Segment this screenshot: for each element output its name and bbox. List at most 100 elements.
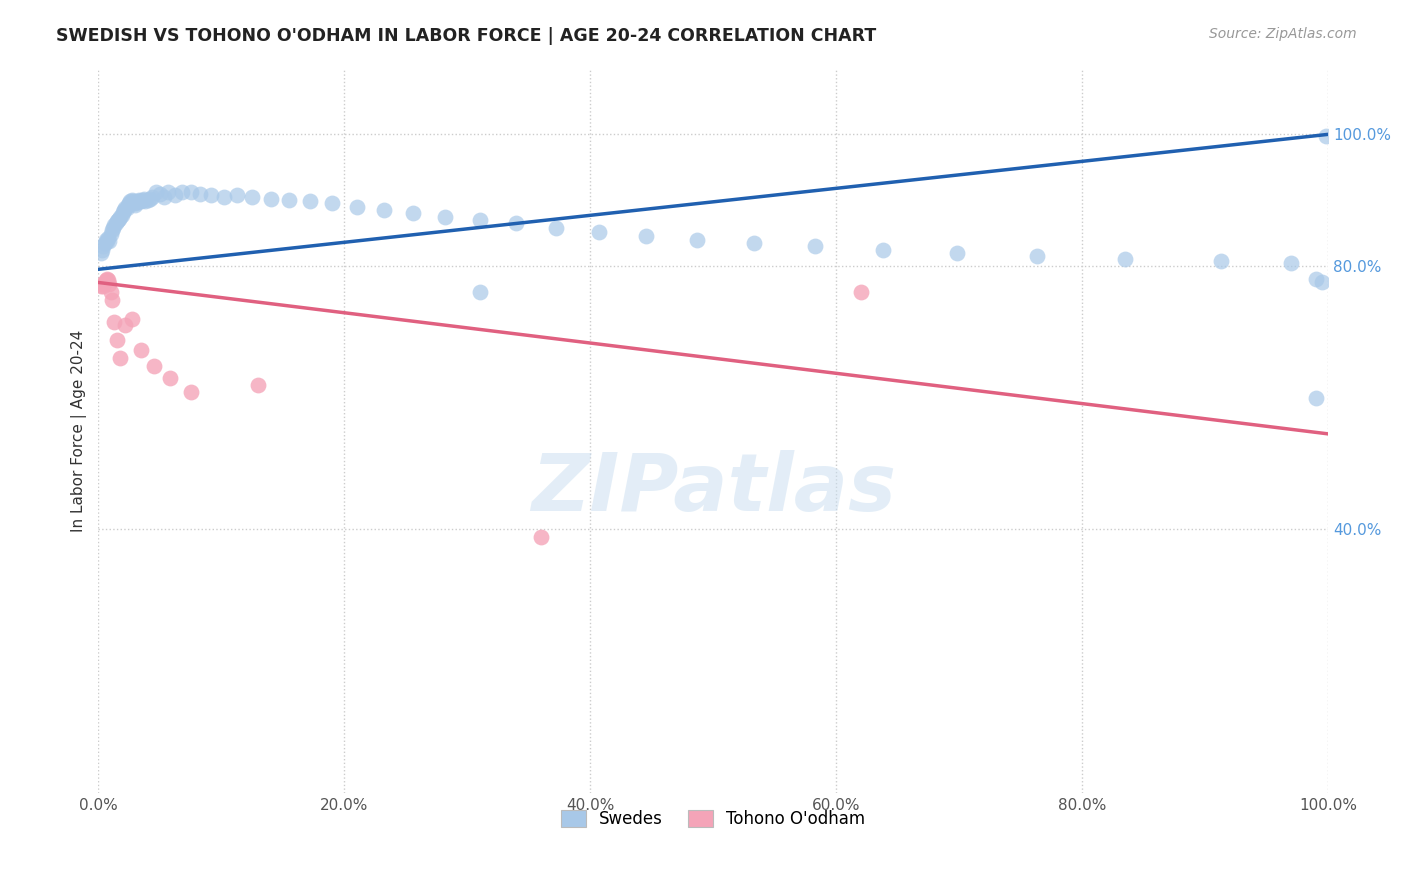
Point [120, 194, 142, 209]
Point [124, 198, 146, 212]
Point [373, 202, 395, 217]
Point [136, 193, 159, 207]
Text: Source: ZipAtlas.com: Source: ZipAtlas.com [1209, 27, 1357, 41]
Point [122, 196, 145, 211]
Point [240, 190, 263, 204]
Point [530, 530, 553, 544]
Text: SWEDISH VS TOHONO O'ODHAM IN LABOR FORCE | AGE 20-24 CORRELATION CHART: SWEDISH VS TOHONO O'ODHAM IN LABOR FORCE… [56, 27, 876, 45]
Point [212, 190, 235, 204]
Point [90, 278, 112, 293]
Point [90, 245, 112, 260]
Point [110, 210, 132, 224]
Point [131, 343, 153, 358]
Point [1310, 276, 1333, 290]
Point [103, 315, 125, 329]
Point [872, 243, 894, 257]
Point [278, 193, 301, 207]
Point [105, 333, 128, 347]
Point [634, 229, 657, 244]
Point [159, 371, 181, 385]
Point [346, 200, 368, 214]
Point [114, 318, 136, 333]
Point [468, 213, 491, 227]
Point [247, 377, 270, 392]
Point [1305, 272, 1327, 286]
Point [170, 186, 193, 200]
Point [742, 235, 765, 250]
Point [142, 359, 165, 373]
Point [94, 273, 117, 287]
Point [1025, 249, 1047, 263]
Point [111, 205, 134, 219]
Point [96, 272, 118, 286]
Point [94, 233, 117, 247]
Text: ZIPatlas: ZIPatlas [530, 450, 896, 527]
Point [945, 245, 967, 260]
Point [101, 220, 124, 235]
Point [544, 220, 567, 235]
Point [200, 188, 222, 202]
Point [321, 196, 343, 211]
Point [141, 190, 163, 204]
Point [112, 202, 135, 217]
Point [121, 311, 143, 326]
Point [149, 186, 172, 201]
Point [849, 285, 872, 300]
Point [118, 196, 141, 211]
Point [93, 235, 115, 250]
Point [298, 194, 321, 209]
Point [100, 285, 122, 300]
Point [107, 213, 129, 227]
Point [101, 293, 124, 308]
Point [134, 194, 156, 209]
Point [402, 206, 425, 220]
Point [97, 231, 120, 245]
Point [505, 216, 527, 230]
Point [1114, 252, 1136, 267]
Point [588, 225, 610, 239]
Point [127, 194, 149, 209]
Point [91, 278, 114, 293]
Point [129, 194, 152, 209]
Point [121, 194, 143, 209]
Point [98, 234, 121, 248]
Point [98, 277, 121, 292]
Point [132, 192, 155, 206]
Point [1305, 391, 1327, 405]
Y-axis label: In Labor Force | Age 20-24: In Labor Force | Age 20-24 [72, 329, 87, 532]
Point [93, 276, 115, 290]
Point [117, 198, 139, 212]
Point [131, 194, 153, 209]
Point [163, 188, 186, 202]
Point [190, 186, 212, 201]
Legend: Swedes, Tohono O'odham: Swedes, Tohono O'odham [554, 804, 872, 835]
Point [686, 233, 709, 247]
Point [96, 234, 118, 248]
Point [100, 227, 122, 242]
Point [226, 188, 249, 202]
Point [259, 192, 281, 206]
Point [157, 186, 180, 200]
Point [111, 208, 134, 222]
Point [1315, 128, 1337, 143]
Point [145, 186, 167, 200]
Point [152, 190, 174, 204]
Point [105, 214, 128, 228]
Point [434, 210, 457, 224]
Point [91, 277, 114, 292]
Point [115, 201, 138, 215]
Point [121, 193, 143, 207]
Point [1211, 253, 1233, 268]
Point [110, 351, 132, 366]
Point [125, 196, 148, 211]
Point [104, 216, 127, 230]
Point [97, 273, 120, 287]
Point [1279, 256, 1302, 270]
Point [180, 385, 202, 400]
Point [91, 239, 114, 253]
Point [91, 243, 114, 257]
Point [468, 285, 491, 300]
Point [108, 211, 131, 226]
Point [114, 201, 136, 215]
Point [128, 193, 150, 207]
